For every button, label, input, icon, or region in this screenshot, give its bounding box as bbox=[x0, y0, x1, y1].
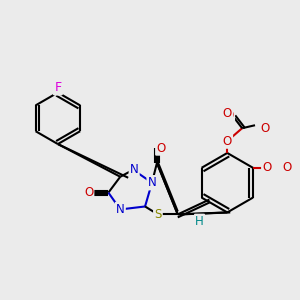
Text: O: O bbox=[260, 122, 269, 135]
Text: O: O bbox=[84, 186, 93, 199]
Text: F: F bbox=[54, 81, 61, 94]
Text: O: O bbox=[156, 142, 166, 154]
Text: O: O bbox=[223, 135, 232, 148]
Text: S: S bbox=[154, 208, 162, 221]
Text: O: O bbox=[262, 161, 272, 174]
Text: O: O bbox=[225, 109, 234, 122]
Text: O: O bbox=[283, 161, 292, 174]
Text: N: N bbox=[116, 203, 125, 216]
Text: O: O bbox=[223, 107, 232, 120]
Text: H: H bbox=[195, 215, 204, 228]
Text: N: N bbox=[148, 176, 156, 189]
Text: F: F bbox=[54, 81, 61, 94]
Text: N: N bbox=[130, 163, 139, 176]
